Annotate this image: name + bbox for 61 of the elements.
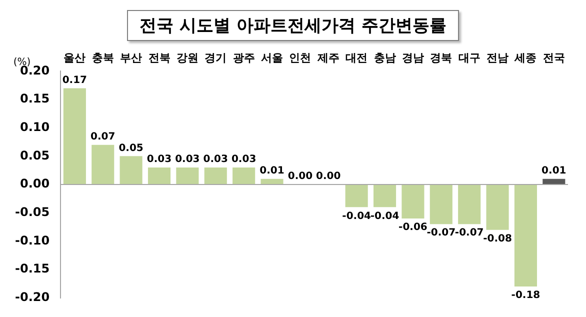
- y-tick-label: 0.10: [20, 120, 50, 134]
- data-label: 0.03: [175, 154, 200, 166]
- bar: [120, 156, 142, 184]
- bar: [92, 144, 114, 184]
- data-label: -0.18: [511, 290, 540, 302]
- y-tick-label: -0.10: [14, 233, 50, 248]
- chart-title: 전국 시도별 아파트전세가격 주간변동률: [126, 10, 460, 40]
- data-label: -0.06: [398, 222, 428, 234]
- data-label: -0.07: [426, 228, 456, 239]
- x-tick-label: 대구: [458, 51, 480, 64]
- data-label: 0.01: [260, 165, 284, 176]
- x-tick-label: 전남: [486, 51, 509, 64]
- data-label: 0.05: [118, 142, 144, 154]
- bar: [486, 184, 509, 230]
- data-label: 0.01: [542, 165, 566, 176]
- x-tick-label: 울산: [64, 51, 86, 64]
- y-tick-label: 0.15: [20, 92, 50, 106]
- x-tick-label: 광주: [232, 51, 255, 64]
- bar: [430, 184, 452, 224]
- bar: [232, 168, 256, 184]
- y-tick-label: -0.05: [14, 204, 50, 219]
- x-tick-label: 경기: [204, 51, 227, 64]
- bar: [402, 184, 424, 218]
- x-tick-label: 세종: [514, 51, 537, 64]
- bar: [373, 184, 396, 208]
- x-tick-label: 충남: [374, 51, 396, 64]
- x-tick-label: 전국: [542, 51, 565, 64]
- data-label: -0.04: [342, 210, 372, 222]
- bar: [176, 168, 199, 184]
- data-label: 0.17: [62, 74, 88, 86]
- bar: [514, 184, 537, 286]
- data-label: 0.03: [231, 154, 256, 166]
- data-label: 0.07: [90, 131, 116, 142]
- x-tick-label: 대전: [346, 51, 368, 64]
- x-tick-label: 충북: [92, 51, 114, 64]
- data-label: 0.00: [316, 171, 341, 182]
- y-tick-label: 0.00: [20, 176, 50, 191]
- bar: [63, 88, 86, 184]
- data-label: -0.07: [454, 228, 484, 239]
- bar: [148, 168, 171, 184]
- bar: [260, 178, 284, 184]
- x-tick-label: 부산: [120, 51, 142, 64]
- x-tick-label: 강원: [176, 51, 198, 64]
- data-label: -0.08: [483, 233, 512, 244]
- data-label: 0.00: [288, 171, 313, 182]
- x-tick-label: 전북: [148, 51, 170, 64]
- data-label: -0.04: [370, 210, 400, 222]
- y-tick-label: 0.05: [20, 148, 50, 162]
- y-tick-label: -0.15: [14, 262, 50, 276]
- y-axis-title: (%): [13, 56, 31, 68]
- bar: [458, 184, 481, 224]
- data-label: 0.03: [146, 154, 172, 166]
- y-tick-label: -0.20: [14, 290, 50, 304]
- x-tick-label: 경남: [402, 51, 424, 64]
- x-tick-label: 제주: [316, 51, 340, 64]
- bar: [345, 184, 368, 208]
- x-tick-label: 경북: [430, 51, 452, 64]
- data-label: 0.03: [203, 154, 228, 166]
- x-tick-label: 서울: [261, 51, 284, 64]
- x-tick-label: 인천: [289, 51, 312, 64]
- bar: [204, 168, 227, 184]
